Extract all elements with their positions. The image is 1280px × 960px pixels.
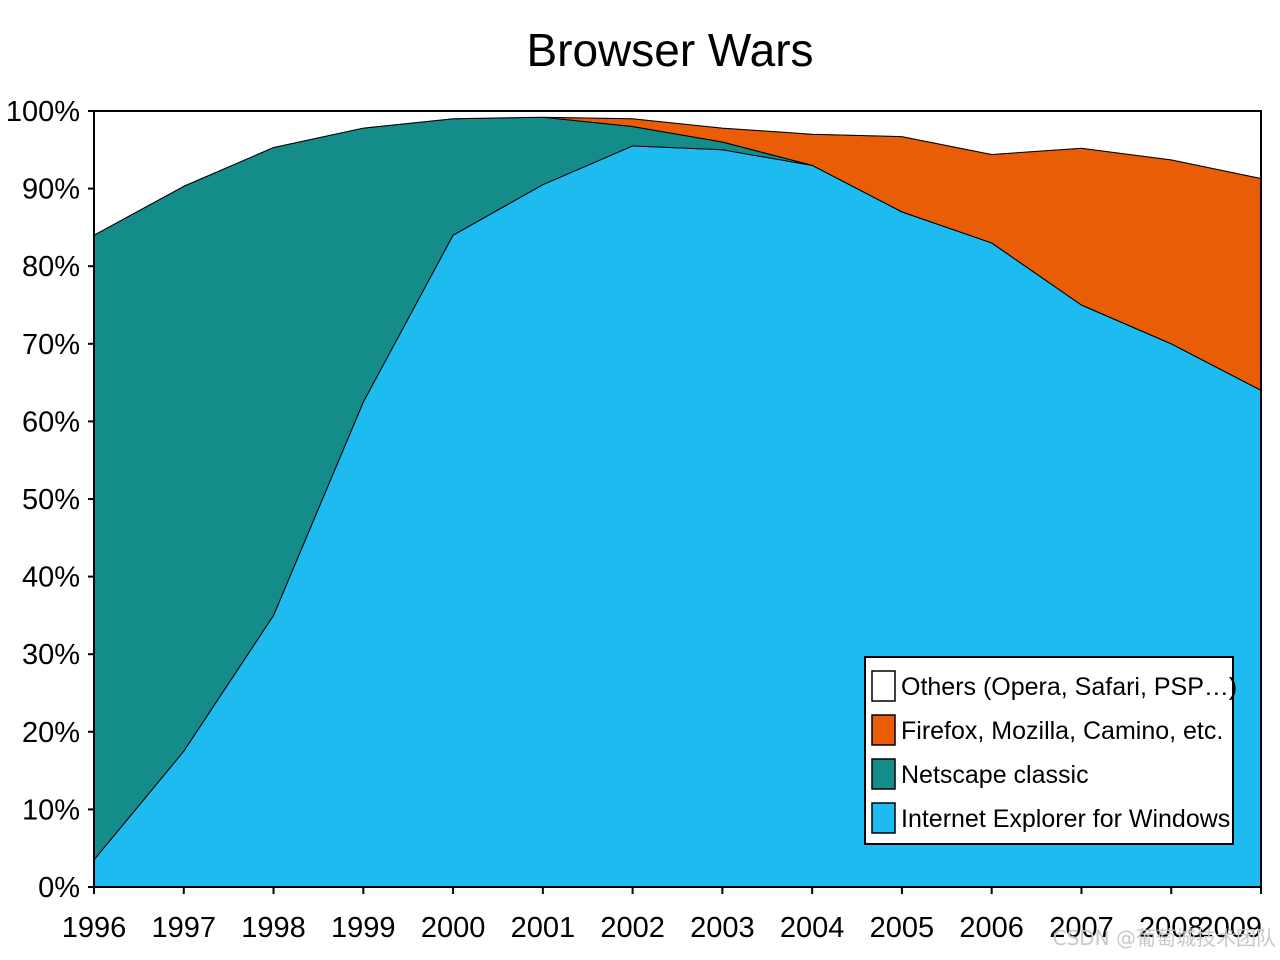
y-tick-label: 40% bbox=[22, 562, 80, 594]
x-tick-label: 2007 bbox=[1049, 912, 1114, 944]
y-tick-label: 60% bbox=[22, 406, 80, 438]
x-tick-label: 1999 bbox=[331, 912, 396, 944]
legend-swatch bbox=[871, 714, 896, 746]
x-tick-label: 2005 bbox=[870, 912, 935, 944]
y-axis: 0% 10% 20% 30% 40% 50% 60% 70% 80% 90% 100% bbox=[6, 96, 94, 904]
x-tick-label: 2002 bbox=[600, 912, 665, 944]
y-tick-label: 20% bbox=[22, 717, 80, 749]
y-tick-label: 80% bbox=[22, 251, 80, 283]
legend-swatch bbox=[871, 758, 896, 790]
x-tick-label: 2000 bbox=[421, 912, 486, 944]
x-axis: 1996 1997 1998 1999 2000 2001 2002 2003 2004 2005… bbox=[62, 887, 1262, 944]
y-tick-label: 10% bbox=[22, 794, 80, 826]
chart-title: Browser Wars bbox=[526, 24, 813, 76]
y-tick-label: 90% bbox=[22, 174, 80, 206]
x-tick-label: 1996 bbox=[62, 912, 127, 944]
y-tick-label: 100% bbox=[6, 96, 80, 128]
legend: Others (Opera, Safari, PSP…) Firefox, Moz… bbox=[864, 656, 1237, 845]
legend-label: Internet Explorer for Windows bbox=[901, 805, 1230, 833]
x-tick-label: 2009 bbox=[1197, 912, 1262, 944]
x-tick-label: 2008 bbox=[1139, 912, 1204, 944]
y-tick-label: 30% bbox=[22, 639, 80, 671]
watermark-text: CSDN @葡萄城技术团队 bbox=[1053, 926, 1276, 950]
y-tick-label: 70% bbox=[22, 329, 80, 361]
x-tick-label: 2001 bbox=[511, 912, 576, 944]
y-tick-label: 0% bbox=[38, 872, 80, 904]
x-tick-label: 1998 bbox=[241, 912, 306, 944]
legend-box bbox=[864, 656, 1234, 845]
x-tick-label: 2003 bbox=[690, 912, 755, 944]
x-tick-label: 1997 bbox=[152, 912, 217, 944]
legend-label: Netscape classic bbox=[901, 761, 1089, 789]
legend-swatch bbox=[871, 670, 896, 702]
legend-swatch bbox=[871, 802, 896, 834]
x-tick-label: 2004 bbox=[780, 912, 845, 944]
legend-label: Others (Opera, Safari, PSP…) bbox=[901, 673, 1237, 701]
x-tick-label: 2006 bbox=[959, 912, 1024, 944]
y-tick-label: 50% bbox=[22, 484, 80, 516]
legend-label: Firefox, Mozilla, Camino, etc. bbox=[901, 717, 1223, 745]
